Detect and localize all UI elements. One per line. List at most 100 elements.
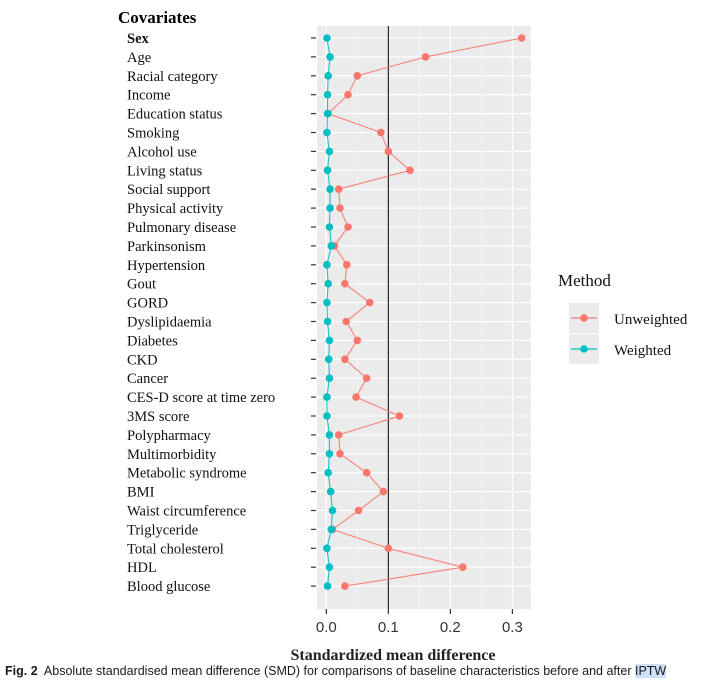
gridlines bbox=[317, 26, 531, 609]
legend-key-point-weighted bbox=[580, 345, 588, 353]
point-weighted bbox=[323, 90, 332, 99]
plot-panel bbox=[317, 26, 531, 609]
x-ticks: 0.0 0.1 0.2 0.3 bbox=[316, 609, 523, 636]
point-weighted bbox=[324, 468, 332, 477]
y-label: HDL bbox=[127, 560, 157, 576]
y-label: Dyslipidaemia bbox=[127, 315, 212, 331]
x-tick-label: 0.1 bbox=[378, 619, 399, 636]
y-label: Waist circumference bbox=[127, 504, 246, 520]
point-weighted bbox=[323, 128, 331, 137]
point-weighted bbox=[328, 506, 337, 515]
point-unweighted bbox=[362, 468, 371, 477]
point-weighted bbox=[323, 34, 331, 42]
point-weighted bbox=[323, 109, 332, 118]
legend-label-unweighted: Unweighted bbox=[614, 312, 688, 328]
point-weighted bbox=[323, 582, 332, 590]
point-unweighted bbox=[354, 506, 363, 515]
point-unweighted bbox=[362, 374, 371, 383]
point-unweighted bbox=[341, 279, 349, 288]
point-weighted bbox=[326, 185, 334, 193]
point-unweighted bbox=[334, 185, 343, 193]
point-weighted bbox=[325, 431, 334, 439]
point-unweighted bbox=[379, 487, 388, 496]
y-label: Living status bbox=[127, 163, 203, 179]
y-label: Parkinsonism bbox=[127, 239, 207, 255]
point-weighted bbox=[327, 242, 336, 250]
point-unweighted bbox=[334, 431, 343, 439]
point-unweighted bbox=[353, 336, 362, 345]
point-weighted bbox=[325, 374, 334, 383]
point-unweighted bbox=[458, 563, 467, 571]
legend: Method Unweighted Weighted bbox=[558, 271, 688, 364]
y-label: Education status bbox=[127, 107, 223, 123]
y-label: GORD bbox=[127, 296, 168, 312]
y-label: CES-D score at time zero bbox=[127, 390, 275, 406]
point-weighted bbox=[326, 53, 334, 61]
caption-text: Absolute standardised mean difference (S… bbox=[43, 664, 635, 678]
y-label: Total cholesterol bbox=[127, 541, 224, 557]
y-label: Polypharmacy bbox=[127, 428, 212, 444]
point-unweighted bbox=[341, 582, 349, 590]
y-label: Hypertension bbox=[127, 258, 206, 274]
y-label: Diabetes bbox=[127, 333, 178, 349]
point-unweighted bbox=[344, 90, 352, 99]
point-unweighted bbox=[342, 261, 351, 269]
y-label: Age bbox=[127, 50, 151, 66]
point-unweighted bbox=[384, 544, 393, 553]
legend-key-point-unweighted bbox=[580, 314, 588, 322]
point-unweighted bbox=[336, 204, 344, 212]
legend-label-weighted: Weighted bbox=[614, 343, 672, 359]
point-unweighted bbox=[353, 72, 362, 80]
y-ticks bbox=[311, 37, 316, 587]
y-label: Racial category bbox=[127, 69, 218, 85]
x-axis-title: Standardized mean difference bbox=[290, 647, 495, 664]
y-label: Blood glucose bbox=[127, 579, 210, 595]
point-weighted bbox=[323, 298, 331, 307]
point-weighted bbox=[323, 166, 332, 175]
point-weighted bbox=[325, 147, 334, 156]
point-unweighted bbox=[421, 53, 430, 61]
point-weighted bbox=[324, 355, 333, 364]
x-tick-label: 0.2 bbox=[440, 619, 461, 636]
x-tick-label: 0.0 bbox=[316, 619, 337, 636]
y-label: Gout bbox=[127, 277, 156, 293]
point-weighted bbox=[323, 317, 332, 326]
legend-title: Method bbox=[558, 271, 611, 290]
point-unweighted bbox=[377, 128, 385, 137]
point-unweighted bbox=[342, 317, 350, 326]
series-points bbox=[323, 34, 526, 590]
point-unweighted bbox=[384, 147, 393, 156]
y-label: Triglyceride bbox=[127, 522, 198, 538]
point-unweighted bbox=[406, 166, 414, 175]
point-unweighted bbox=[341, 355, 349, 364]
point-weighted bbox=[325, 450, 334, 458]
point-unweighted bbox=[365, 298, 374, 307]
point-weighted bbox=[327, 525, 336, 534]
y-label: Pulmonary disease bbox=[127, 220, 236, 236]
y-label: Income bbox=[127, 88, 170, 104]
point-unweighted bbox=[344, 223, 352, 231]
point-weighted bbox=[326, 487, 335, 496]
y-label: Sex bbox=[127, 31, 150, 47]
point-weighted bbox=[323, 261, 331, 269]
caption-highlight: IPTW bbox=[634, 664, 667, 678]
point-weighted bbox=[323, 544, 331, 553]
point-weighted bbox=[323, 412, 331, 420]
point-weighted bbox=[325, 563, 334, 571]
y-label: CKD bbox=[127, 352, 158, 368]
point-weighted bbox=[325, 336, 334, 345]
point-weighted bbox=[324, 72, 332, 80]
covariate-labels: Sex Age Racial category Income Education sta… bbox=[127, 31, 275, 595]
point-weighted bbox=[326, 204, 334, 212]
figure-caption: Fig. 2 Absolute standardised mean differ… bbox=[5, 664, 667, 678]
y-axis-title: Covariates bbox=[118, 8, 197, 27]
point-unweighted bbox=[517, 34, 526, 42]
y-label: Cancer bbox=[127, 371, 168, 387]
point-weighted bbox=[323, 393, 331, 401]
x-tick-label: 0.3 bbox=[502, 619, 523, 636]
y-label: Smoking bbox=[127, 126, 179, 142]
point-unweighted bbox=[352, 393, 360, 401]
y-label: Metabolic syndrome bbox=[127, 466, 247, 482]
point-unweighted bbox=[395, 412, 404, 420]
